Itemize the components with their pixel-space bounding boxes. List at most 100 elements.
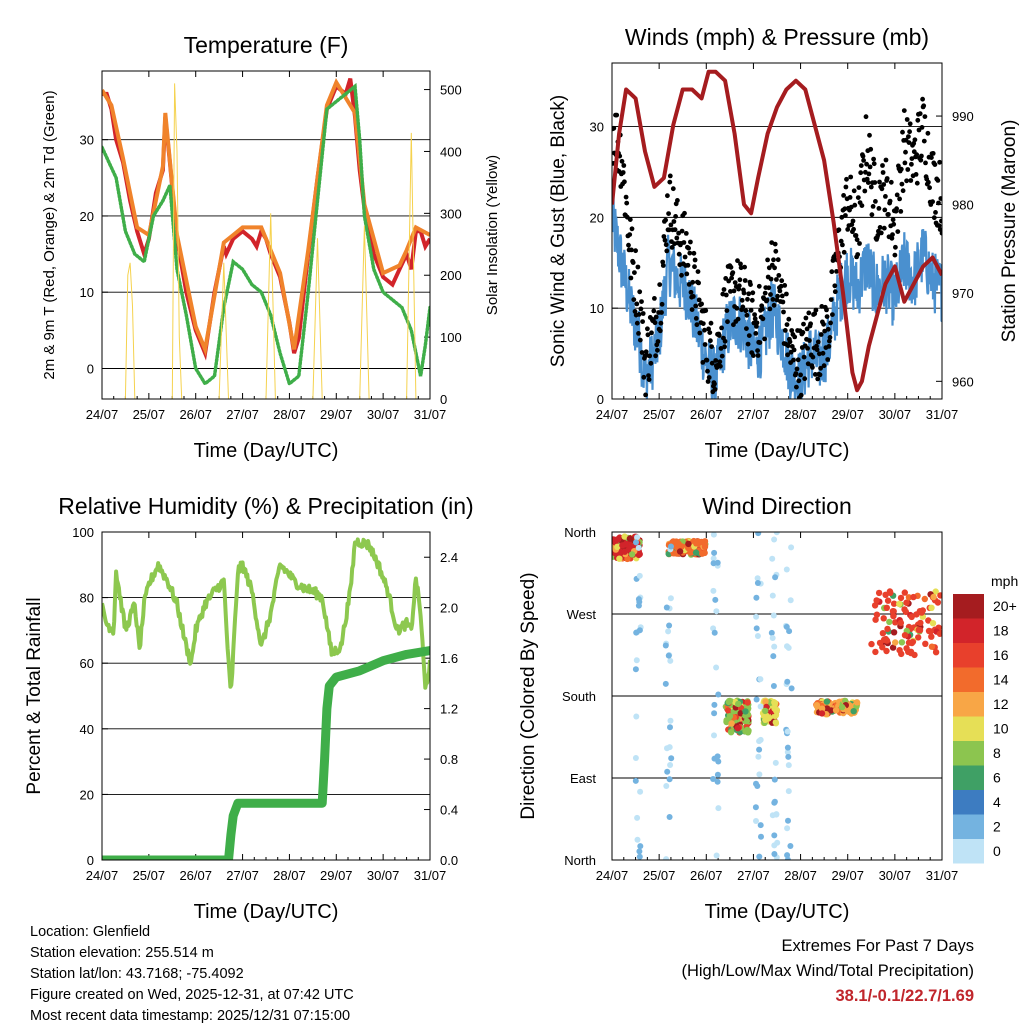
gust-point <box>695 269 701 274</box>
gust-point <box>692 264 697 270</box>
gust-point <box>690 279 696 285</box>
gust-point <box>639 350 645 355</box>
gust-point <box>645 326 650 332</box>
y-right-axis-label: Station Pressure (Maroon) <box>999 120 1020 343</box>
colorbar-label: 6 <box>993 770 1001 786</box>
gust-point <box>633 248 638 254</box>
colorbar-label: 18 <box>993 623 1009 639</box>
gust-point <box>897 196 902 202</box>
gust-point <box>771 302 777 308</box>
gust-point <box>743 308 749 314</box>
gust-point <box>872 180 878 185</box>
gust-point <box>776 273 782 278</box>
direction-point-light <box>710 532 717 538</box>
gust-point <box>702 342 708 347</box>
gust-point <box>696 297 702 303</box>
direction-point <box>725 707 732 714</box>
gust-point <box>900 188 906 194</box>
direction-point <box>890 612 897 620</box>
gust-point <box>696 280 701 286</box>
gust-point <box>784 322 790 327</box>
gust-point <box>881 225 887 231</box>
gust-point <box>893 244 898 250</box>
gust-point <box>700 321 706 326</box>
gust-point <box>894 206 899 212</box>
gust-point <box>855 252 861 257</box>
gust-point <box>628 275 634 281</box>
colorbar-swatch <box>953 667 984 692</box>
created-text: Figure created on Wed, 2025-12-31, at 07… <box>30 987 354 1003</box>
gust-point <box>914 180 920 186</box>
gust-point <box>741 290 747 296</box>
direction-point <box>889 644 897 651</box>
direction-point <box>744 728 752 736</box>
direction-point-light <box>664 768 671 775</box>
direction-point <box>818 705 826 712</box>
y-right-tick-label: 300 <box>440 206 462 221</box>
gust-point <box>693 316 699 321</box>
y-tick-label: North <box>564 525 596 540</box>
gust-point <box>813 307 819 313</box>
chart-humidity: Relative Humidity (%) & Precipitation (i… <box>24 493 474 923</box>
direction-point <box>737 710 744 717</box>
y-right-tick-label: 970 <box>952 286 974 301</box>
direction-point <box>884 597 892 604</box>
extremes-block: Extremes For Past 7 Days (High/Low/Max W… <box>681 934 974 1009</box>
x-tick-label: 24/07 <box>596 868 629 883</box>
gust-point <box>772 265 777 271</box>
chart-title: Wind Direction <box>702 493 852 519</box>
direction-point <box>901 632 909 639</box>
direction-point <box>742 708 749 715</box>
gust-point <box>754 324 759 329</box>
direction-point-light <box>632 755 639 761</box>
y-tick-label: 30 <box>80 133 94 148</box>
direction-point-light <box>713 664 720 671</box>
y-axis-label: Direction (Colored By Speed) <box>518 572 539 819</box>
direction-point-light <box>667 595 674 602</box>
gust-point <box>881 182 887 187</box>
direction-point <box>890 600 898 607</box>
gust-point <box>752 312 757 317</box>
series-humidity <box>102 537 430 690</box>
gust-point <box>857 241 862 246</box>
x-tick-label: 28/07 <box>784 868 817 883</box>
gust-point <box>718 346 724 351</box>
y-tick-label: North <box>564 853 596 868</box>
gust-point <box>880 170 886 175</box>
x-axis-label: Time (Day/UTC) <box>705 440 850 462</box>
gust-point <box>768 276 774 282</box>
gust-point <box>781 309 786 315</box>
colorbar-swatch <box>953 790 984 815</box>
gust-point <box>939 230 942 236</box>
gust-point <box>690 294 696 299</box>
y-axis-label: Sonic Wind & Gust (Blue, Black) <box>548 95 569 367</box>
y-right-tick-label: 400 <box>440 144 462 159</box>
gust-point <box>801 321 806 327</box>
y-right-tick-label: 0.0 <box>440 853 458 868</box>
direction-point-light <box>753 594 760 601</box>
plot-frame <box>611 531 943 861</box>
direction-point-light <box>663 604 670 611</box>
direction-point-light <box>663 856 670 860</box>
gust-point <box>794 366 800 372</box>
gust-point <box>796 378 802 384</box>
gust-point <box>728 289 733 294</box>
gust-point <box>906 134 911 140</box>
gust-point <box>694 322 700 328</box>
direction-point-light <box>784 728 791 735</box>
gust-point <box>708 338 713 344</box>
direction-point-light <box>757 703 764 710</box>
gust-point <box>828 297 834 302</box>
gust-point <box>903 149 908 155</box>
direction-point-light <box>784 825 791 832</box>
y-tick-label: 80 <box>80 591 94 606</box>
gust-point <box>879 186 885 192</box>
gust-point <box>817 351 822 357</box>
direction-point <box>872 648 879 656</box>
x-tick-label: 25/07 <box>133 868 166 883</box>
gust-point <box>891 221 897 227</box>
direction-point <box>898 639 906 646</box>
x-tick-label: 25/07 <box>643 407 676 422</box>
gust-point <box>636 312 642 317</box>
gust-point <box>871 156 876 162</box>
